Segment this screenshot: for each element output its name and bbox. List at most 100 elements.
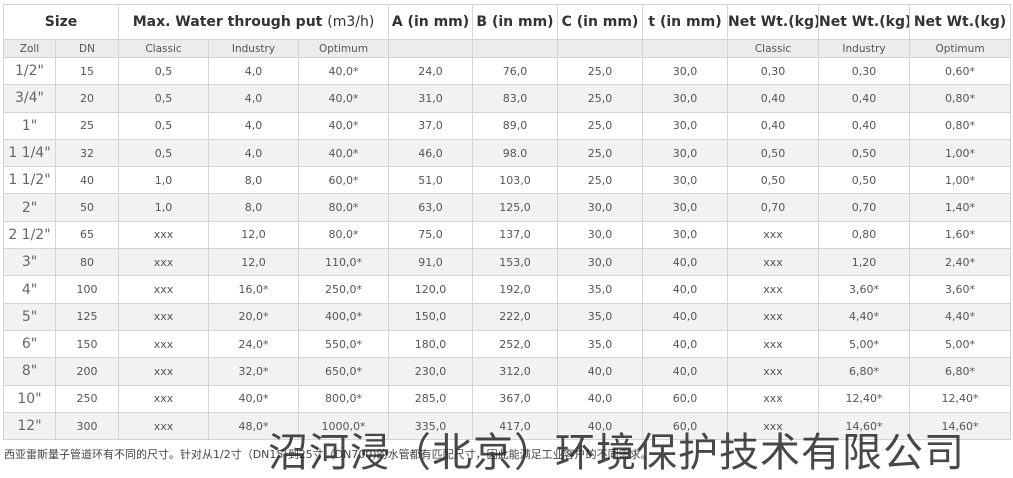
subheader-cell: Zoll xyxy=(3,39,56,58)
table-cell: 5,00* xyxy=(909,329,1012,359)
table-cell: 25 xyxy=(55,111,119,140)
table-cell: 32 xyxy=(55,138,119,168)
table-cell: 3,60* xyxy=(909,275,1012,304)
table-row: 10" 250 xxx 40,0* 800,0* 285,0 367,0 40,0 60,0 xx… xyxy=(3,384,1012,413)
table-cell: 6,80* xyxy=(818,357,911,386)
subheader-cell: Industry xyxy=(818,39,911,58)
table-cell: 24,0 xyxy=(388,56,474,86)
table-cell: 40,0* xyxy=(297,138,390,168)
table-cell: 367,0 xyxy=(472,384,559,413)
table-cell: 12,40* xyxy=(909,384,1012,413)
table-cell: 46,0 xyxy=(388,138,474,168)
subheader-cell xyxy=(472,39,559,58)
table-cell: 1/2" xyxy=(3,56,56,86)
table-cell: 180,0 xyxy=(388,329,474,359)
table-cell: 3/4" xyxy=(3,84,56,113)
table-cell: 4" xyxy=(3,275,56,304)
table-cell: 100 xyxy=(55,275,119,304)
header-cell: Net Wt.(kg) xyxy=(727,4,820,40)
table-cell: 40,0* xyxy=(297,56,390,86)
header-cell: Net Wt.(kg) xyxy=(818,4,911,40)
table-cell: xxx xyxy=(727,411,820,441)
table-row: 12" 300 xxx 48,0* 1000,0* 335,0 417,0 40,0 60,0 x… xyxy=(3,411,1012,441)
table-cell: 2,40* xyxy=(909,248,1012,277)
subheader-cell xyxy=(642,39,729,58)
table-cell: 16,0* xyxy=(208,275,299,304)
table-cell: 76,0 xyxy=(472,56,559,86)
table-cell: 35,0 xyxy=(557,302,644,331)
table-row: 1 1/4" 32 0,5 4,0 40,0* 46,0 98.0 25,0 30,0 0,50 0… xyxy=(3,138,1012,168)
table-row: 5" 125 xxx 20,0* 400,0* 150,0 222,0 35,0 40,0 xxx… xyxy=(3,302,1012,331)
table-cell: 8,0 xyxy=(208,166,299,195)
spec-table: Size Max. Water through put (m3/h) A (in… xyxy=(3,4,1012,441)
table-cell: 80,0* xyxy=(297,220,390,250)
table-cell: 30,0 xyxy=(642,193,729,222)
table-cell: 150 xyxy=(55,329,119,359)
table-cell: 150,0 xyxy=(388,302,474,331)
table-cell: 250 xyxy=(55,384,119,413)
table-cell: 0,50 xyxy=(818,166,911,195)
table-cell: 80,0* xyxy=(297,193,390,222)
table-cell: 40,0* xyxy=(297,84,390,113)
table-cell: 25,0 xyxy=(557,84,644,113)
table-cell: 5,00* xyxy=(818,329,911,359)
table-cell: 125 xyxy=(55,302,119,331)
table-cell: xxx xyxy=(727,275,820,304)
watermark: 沼河浸（北京）环境保护技术有限公司 xyxy=(268,430,965,476)
table-cell: 40,0 xyxy=(557,411,644,441)
table-cell: xxx xyxy=(118,220,209,250)
table-cell: 3,60* xyxy=(818,275,911,304)
table-cell: 125,0 xyxy=(472,193,559,222)
table-cell: 75,0 xyxy=(388,220,474,250)
table-cell: 2" xyxy=(3,193,56,222)
table-row: 1 1/2" 40 1,0 8,0 60,0* 51,0 103,0 25,0 30,0 0,50… xyxy=(3,166,1012,195)
table-cell: 0,50 xyxy=(727,138,820,168)
table-cell: 252,0 xyxy=(472,329,559,359)
table-cell: xxx xyxy=(727,384,820,413)
table-cell: 0,80* xyxy=(909,84,1012,113)
table-cell: 0,40 xyxy=(727,111,820,140)
table-cell: 12" xyxy=(3,411,56,441)
table-cell: 120,0 xyxy=(388,275,474,304)
subheader-cell: Classic xyxy=(727,39,820,58)
table-cell: 1,20 xyxy=(818,248,911,277)
header-cell: B (in mm) xyxy=(472,4,559,40)
table-cell: 37,0 xyxy=(388,111,474,140)
table-cell: 800,0* xyxy=(297,384,390,413)
table-row: 6" 150 xxx 24,0* 550,0* 180,0 252,0 35,0 40,0 xxx… xyxy=(3,329,1012,359)
header-cell: Max. Water through put (m3/h) xyxy=(117,4,390,40)
table-row: 4" 100 xxx 16,0* 250,0* 120,0 192,0 35,0 40,0 xxx… xyxy=(3,275,1012,304)
table-cell: 2 1/2" xyxy=(3,220,56,250)
table-cell: 0,80* xyxy=(909,111,1012,140)
table-cell: 5" xyxy=(3,302,56,331)
table-cell: 417,0 xyxy=(472,411,559,441)
table-cell: 15 xyxy=(55,56,119,86)
table-row: 8" 200 xxx 32,0* 650,0* 230,0 312,0 40,0 40,0 xxx… xyxy=(3,357,1012,386)
table-cell: 1,0 xyxy=(118,166,209,195)
table-cell: 192,0 xyxy=(472,275,559,304)
table-cell: 0,30 xyxy=(727,56,820,86)
table-cell: 63,0 xyxy=(388,193,474,222)
table-cell: 0,40 xyxy=(818,111,911,140)
table-cell: 91,0 xyxy=(388,248,474,277)
table-cell: 89,0 xyxy=(472,111,559,140)
table-cell: 30,0 xyxy=(642,56,729,86)
table-row: 3" 80 xxx 12,0 110,0* 91,0 153,0 30,0 40,0 xxx 1,2… xyxy=(3,248,1012,277)
table-cell: 4,0 xyxy=(208,84,299,113)
table-cell: 3" xyxy=(3,248,56,277)
header-cell: t (in mm) xyxy=(642,4,729,40)
subheader-cell xyxy=(388,39,474,58)
table-cell: 8,0 xyxy=(208,193,299,222)
table-cell: 40,0 xyxy=(642,302,729,331)
table-cell: 30,0 xyxy=(642,111,729,140)
table-cell: 40,0 xyxy=(642,248,729,277)
table-cell: 0,60* xyxy=(909,56,1012,86)
table-cell: 200 xyxy=(55,357,119,386)
table-cell: 40,0 xyxy=(642,357,729,386)
table-cell: 650,0* xyxy=(297,357,390,386)
header-cell: C (in mm) xyxy=(557,4,644,40)
table-row: 3/4" 20 0,5 4,0 40,0* 31,0 83,0 25,0 30,0 0,40 0,4… xyxy=(3,84,1012,113)
table-cell: 40 xyxy=(55,166,119,195)
table-cell: 40,0 xyxy=(557,357,644,386)
